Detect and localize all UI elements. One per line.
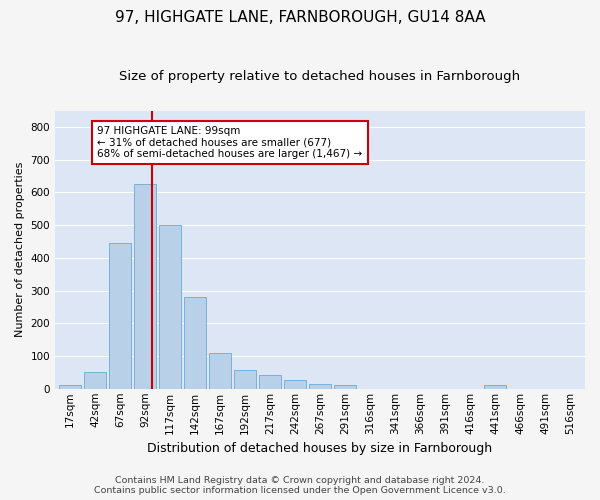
X-axis label: Distribution of detached houses by size in Farnborough: Distribution of detached houses by size … bbox=[148, 442, 493, 455]
Bar bbox=[59, 386, 80, 389]
Bar bbox=[310, 384, 331, 389]
Bar bbox=[184, 297, 206, 389]
Bar bbox=[235, 370, 256, 389]
Text: 97 HIGHGATE LANE: 99sqm
← 31% of detached houses are smaller (677)
68% of semi-d: 97 HIGHGATE LANE: 99sqm ← 31% of detache… bbox=[97, 126, 362, 159]
Bar bbox=[334, 386, 356, 389]
Text: 97, HIGHGATE LANE, FARNBOROUGH, GU14 8AA: 97, HIGHGATE LANE, FARNBOROUGH, GU14 8AA bbox=[115, 10, 485, 25]
Text: Contains HM Land Registry data © Crown copyright and database right 2024.
Contai: Contains HM Land Registry data © Crown c… bbox=[94, 476, 506, 495]
Bar bbox=[209, 353, 230, 389]
Bar bbox=[484, 386, 506, 389]
Bar bbox=[284, 380, 305, 389]
Bar bbox=[259, 375, 281, 389]
Bar bbox=[134, 184, 155, 389]
Bar bbox=[85, 372, 106, 389]
Y-axis label: Number of detached properties: Number of detached properties bbox=[15, 162, 25, 338]
Bar bbox=[160, 225, 181, 389]
Title: Size of property relative to detached houses in Farnborough: Size of property relative to detached ho… bbox=[119, 70, 521, 83]
Bar bbox=[109, 243, 131, 389]
